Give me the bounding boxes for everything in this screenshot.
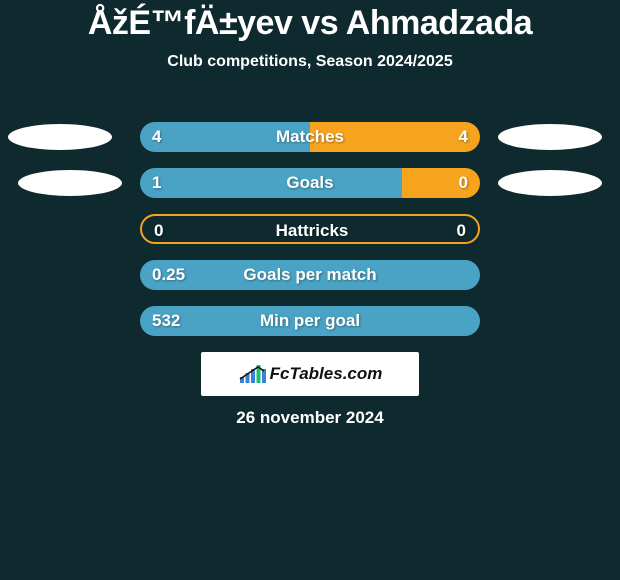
right-indicator-ellipse	[498, 124, 602, 150]
stat-right-value: 4	[459, 122, 468, 152]
date-label: 26 november 2024	[0, 408, 620, 428]
stat-pill: 4Matches4	[140, 122, 480, 152]
stat-pill: 1Goals0	[140, 168, 480, 198]
stat-row: 532Min per goal	[0, 306, 620, 336]
site-logo: FcTables.com	[201, 352, 419, 396]
stat-pill: 0.25Goals per match	[140, 260, 480, 290]
right-indicator-ellipse	[498, 170, 602, 196]
stat-row: 4Matches4	[0, 122, 620, 152]
stat-pill: 0Hattricks0	[140, 214, 480, 244]
page-subtitle: Club competitions, Season 2024/2025	[0, 53, 620, 71]
stat-label: Min per goal	[140, 306, 480, 336]
bar-chart-icon	[238, 363, 266, 385]
stat-pill: 532Min per goal	[140, 306, 480, 336]
stat-label: Matches	[140, 122, 480, 152]
page-root: ÅžÉ™fÄ±yev vs Ahmadzada Club competition…	[0, 0, 620, 580]
logo-text: FcTables.com	[270, 364, 383, 384]
stat-label: Goals per match	[140, 260, 480, 290]
page-title: ÅžÉ™fÄ±yev vs Ahmadzada	[0, 0, 620, 43]
stat-right-value: 0	[457, 216, 466, 244]
left-indicator-ellipse	[18, 170, 122, 196]
stat-right-value: 0	[459, 168, 468, 198]
stat-row: 1Goals0	[0, 168, 620, 198]
stat-row: 0Hattricks0	[0, 214, 620, 244]
left-indicator-ellipse	[8, 124, 112, 150]
stat-label: Goals	[140, 168, 480, 198]
stat-label: Hattricks	[142, 216, 480, 244]
stat-row: 0.25Goals per match	[0, 260, 620, 290]
